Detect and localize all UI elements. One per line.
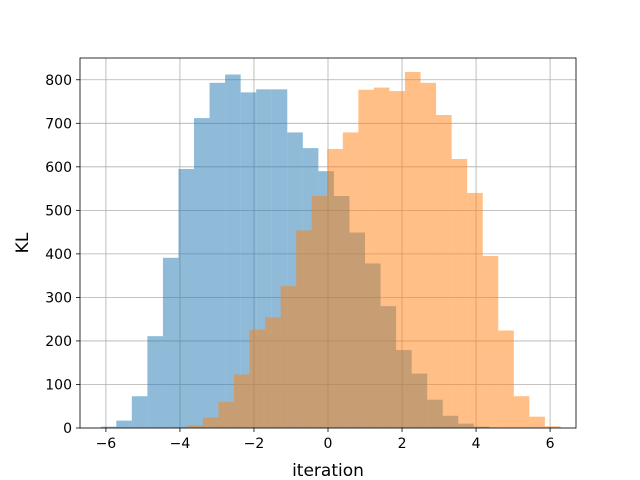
histogram-bar (467, 192, 483, 428)
x-tick-label: −2 (244, 436, 265, 452)
histogram-bar (296, 230, 312, 428)
y-tick-label: 400 (45, 247, 72, 263)
x-tick-label: 4 (472, 436, 481, 452)
y-tick-label: 800 (45, 73, 72, 89)
histogram-bar (373, 87, 390, 428)
histogram-bar (358, 89, 374, 428)
histogram-bar (420, 82, 437, 428)
histogram-bar (209, 82, 226, 428)
histogram-bar (162, 257, 179, 428)
histogram-bar (451, 158, 468, 429)
histogram-bar (131, 396, 148, 428)
axis-ticks: −6 −4 −2 0 2 4 6 0 100 200 300 400 500 600 700 800 (45, 73, 554, 452)
x-axis-label: iteration (292, 461, 364, 480)
histogram-bar (544, 426, 561, 428)
x-tick-label: −4 (170, 436, 191, 452)
histogram-bar (327, 148, 343, 428)
x-tick-label: 2 (398, 436, 407, 452)
histogram-bar (529, 416, 545, 428)
histogram-bar (265, 317, 281, 428)
histogram-bar (116, 420, 132, 428)
y-tick-label: 500 (45, 203, 72, 219)
series-2-bars (171, 71, 561, 429)
histogram-bar (218, 401, 234, 428)
x-tick-label: −6 (96, 436, 117, 452)
histogram-bar (100, 426, 117, 428)
histogram-bars (100, 71, 561, 429)
histogram-bar (280, 286, 297, 428)
histogram-bar (513, 396, 530, 428)
histogram-bar (389, 91, 405, 429)
histogram-bar (342, 132, 359, 428)
y-axis-label: KL (13, 232, 33, 253)
histogram-bar (187, 425, 203, 428)
histogram-bar (311, 195, 328, 428)
histogram-bar (233, 374, 250, 428)
histogram-bar (436, 115, 452, 428)
histogram-bar (194, 118, 210, 428)
y-tick-label: 600 (45, 160, 72, 176)
histogram-bar (498, 330, 514, 428)
x-tick-label: 0 (324, 436, 333, 452)
histogram-bar (178, 169, 195, 428)
histogram-bar (249, 329, 266, 428)
y-tick-label: 700 (45, 116, 72, 132)
y-tick-label: 200 (45, 334, 72, 350)
y-tick-label: 0 (63, 421, 72, 437)
y-tick-label: 300 (45, 290, 72, 306)
histogram-bar (147, 336, 163, 428)
x-tick-label: 6 (546, 436, 555, 452)
histogram-bar (482, 256, 499, 428)
histogram-bar (171, 427, 188, 428)
histogram-bar (404, 71, 421, 428)
histogram-bar (202, 417, 219, 428)
histogram-bar (225, 74, 241, 429)
y-tick-label: 100 (45, 377, 72, 393)
